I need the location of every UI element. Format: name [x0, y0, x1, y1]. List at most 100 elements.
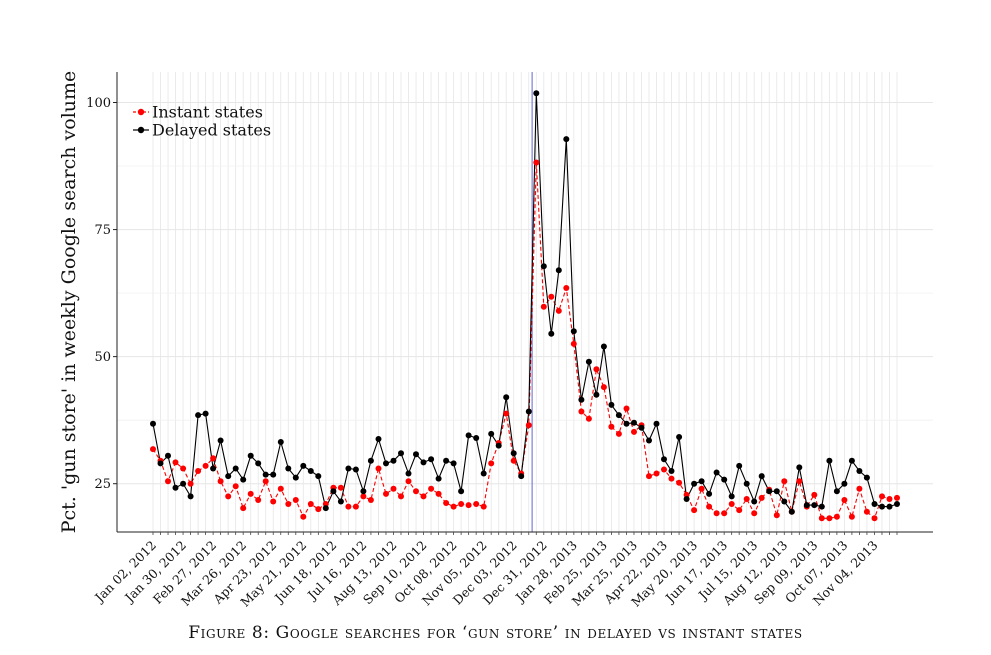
point-instant	[781, 478, 788, 485]
point-delayed	[631, 419, 637, 426]
point-instant	[285, 501, 292, 507]
point-instant	[202, 462, 209, 469]
legend-instant-marker	[137, 108, 145, 116]
point-delayed	[563, 136, 570, 143]
point-instant	[165, 478, 171, 485]
point-instant	[600, 384, 607, 391]
point-delayed	[555, 267, 562, 274]
point-instant	[420, 493, 427, 500]
point-delayed	[503, 394, 510, 401]
point-instant	[661, 466, 667, 473]
point-delayed	[638, 424, 645, 431]
point-delayed	[548, 330, 555, 337]
point-delayed	[307, 468, 314, 474]
point-instant	[623, 405, 630, 412]
point-instant	[195, 468, 202, 474]
point-delayed	[210, 465, 217, 472]
point-delayed	[337, 498, 344, 505]
point-delayed	[879, 503, 885, 510]
point-delayed	[330, 488, 337, 495]
point-delayed	[691, 480, 698, 487]
point-instant	[833, 513, 840, 520]
point-delayed	[886, 503, 893, 510]
point-delayed	[473, 435, 480, 441]
point-instant	[398, 493, 404, 500]
point-delayed	[292, 474, 299, 481]
y-axis-label: Pct. 'gun store' in weekly Google search…	[58, 71, 80, 534]
point-delayed	[623, 420, 630, 427]
point-delayed	[150, 420, 156, 427]
point-delayed	[360, 488, 367, 495]
point-instant	[615, 430, 622, 437]
point-instant	[826, 515, 833, 522]
point-delayed	[661, 456, 667, 463]
point-delayed	[435, 475, 442, 482]
point-instant	[428, 485, 435, 492]
point-delayed	[533, 90, 540, 97]
point-instant	[225, 493, 232, 500]
point-delayed	[187, 493, 194, 500]
point-delayed	[525, 408, 532, 415]
point-instant	[458, 501, 465, 507]
point-instant	[646, 473, 652, 480]
point-instant	[337, 484, 344, 491]
point-instant	[894, 494, 900, 501]
point-delayed	[803, 502, 810, 509]
point-instant	[683, 491, 690, 498]
y-tick-label: 100	[86, 96, 111, 111]
point-delayed	[848, 457, 855, 464]
point-delayed	[615, 412, 622, 419]
point-instant	[150, 446, 156, 453]
point-instant	[713, 510, 720, 517]
point-instant	[578, 408, 585, 415]
point-instant	[315, 506, 322, 513]
axes	[116, 72, 933, 533]
point-delayed	[480, 470, 487, 477]
point-instant	[345, 503, 352, 510]
point-delayed	[375, 436, 382, 442]
point-delayed	[180, 480, 187, 487]
point-instant	[435, 490, 442, 497]
point-instant	[796, 478, 803, 485]
point-delayed	[510, 450, 517, 457]
point-delayed	[646, 437, 652, 444]
point-delayed	[450, 460, 457, 467]
point-delayed	[428, 456, 435, 463]
point-delayed	[713, 469, 720, 476]
point-delayed	[743, 480, 750, 487]
point-instant	[450, 503, 457, 510]
point-instant	[773, 512, 780, 519]
point-delayed	[788, 508, 795, 515]
point-instant	[247, 490, 254, 497]
series-delayed-line	[152, 93, 898, 514]
point-delayed	[165, 452, 171, 459]
legend-instant-label: Instant states	[152, 103, 263, 122]
point-instant	[856, 485, 863, 492]
point-instant	[488, 460, 495, 467]
point-delayed	[773, 488, 780, 495]
point-delayed	[270, 471, 277, 478]
point-instant	[758, 494, 765, 501]
point-instant	[510, 457, 517, 464]
point-delayed	[811, 502, 818, 509]
point-delayed	[894, 501, 900, 507]
point-instant	[533, 159, 540, 166]
point-delayed	[217, 437, 224, 444]
point-delayed	[405, 470, 412, 477]
point-delayed	[781, 498, 788, 505]
point-instant	[262, 478, 269, 485]
point-instant	[232, 483, 239, 490]
point-delayed	[315, 473, 322, 480]
point-instant	[443, 500, 450, 506]
point-delayed	[225, 473, 232, 480]
point-delayed	[420, 459, 427, 466]
point-delayed	[322, 505, 329, 512]
point-instant	[480, 503, 487, 510]
point-instant	[886, 496, 893, 502]
point-delayed	[495, 442, 502, 449]
point-instant	[383, 490, 389, 497]
point-instant	[585, 415, 592, 422]
point-instant	[871, 515, 878, 522]
